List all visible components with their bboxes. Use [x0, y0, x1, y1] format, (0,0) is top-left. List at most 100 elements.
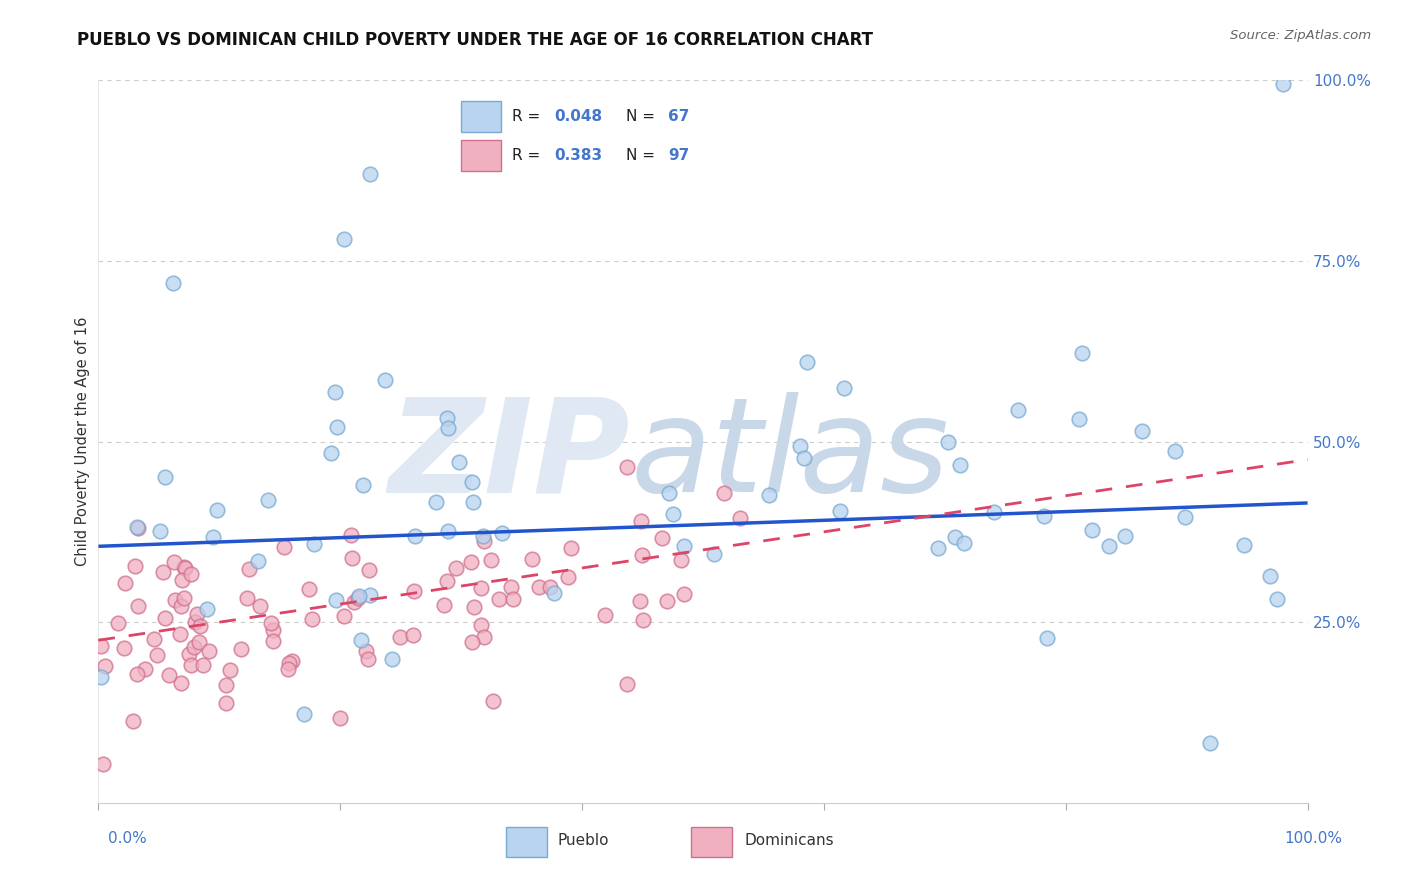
Point — [560, 541, 582, 555]
Point — [246, 554, 269, 568]
Point — [433, 598, 456, 612]
Point — [436, 410, 458, 425]
Point — [1080, 523, 1102, 537]
Point — [186, 607, 208, 622]
Point — [188, 619, 211, 633]
Point — [127, 521, 149, 535]
Point — [436, 574, 458, 588]
Point — [163, 555, 186, 569]
Point — [262, 623, 284, 637]
Point — [173, 559, 195, 574]
Point — [350, 632, 373, 647]
Point — [672, 586, 695, 600]
Point — [631, 549, 654, 563]
Point — [359, 563, 381, 577]
Point — [832, 381, 855, 395]
Point — [125, 520, 148, 534]
Point — [1232, 538, 1254, 552]
Point — [347, 591, 370, 606]
Point — [343, 595, 366, 609]
Point — [169, 627, 191, 641]
Text: Source: ZipAtlas.com: Source: ZipAtlas.com — [1230, 29, 1371, 42]
Point — [527, 580, 550, 594]
Point — [470, 617, 492, 632]
Point — [628, 594, 651, 608]
Point — [325, 384, 347, 399]
Point — [630, 515, 652, 529]
Point — [218, 663, 240, 677]
Point — [107, 615, 129, 630]
Point — [460, 475, 482, 489]
Point — [180, 658, 202, 673]
Point — [828, 504, 851, 518]
Point — [356, 644, 378, 658]
Point — [202, 530, 225, 544]
Text: PUEBLO VS DOMINICAN CHILD POVERTY UNDER THE AGE OF 16 CORRELATION CHART: PUEBLO VS DOMINICAN CHILD POVERTY UNDER … — [77, 31, 873, 49]
Text: atlas: atlas — [630, 392, 949, 519]
Point — [949, 458, 972, 472]
Point — [333, 608, 356, 623]
Point — [1067, 412, 1090, 426]
Point — [1007, 403, 1029, 417]
Point — [333, 232, 356, 246]
Point — [89, 639, 111, 653]
Point — [927, 541, 949, 556]
Point — [501, 580, 523, 594]
Point — [470, 582, 492, 596]
Point — [325, 419, 347, 434]
Point — [793, 450, 815, 465]
Point — [215, 678, 238, 692]
Point — [177, 647, 200, 661]
Point — [1036, 632, 1059, 646]
Point — [374, 373, 396, 387]
Point — [1174, 510, 1197, 524]
Point — [124, 559, 146, 574]
Point — [146, 648, 169, 662]
Point — [193, 658, 215, 673]
Point — [437, 420, 460, 434]
Text: 100.0%: 100.0% — [1285, 831, 1343, 846]
Point — [93, 659, 115, 673]
Point — [1198, 736, 1220, 750]
Point — [616, 459, 638, 474]
Point — [461, 495, 484, 509]
Point — [491, 526, 513, 541]
Point — [170, 675, 193, 690]
Point — [340, 528, 363, 542]
Point — [651, 531, 673, 545]
Point — [404, 528, 426, 542]
Point — [292, 706, 315, 721]
Point — [1098, 539, 1121, 553]
Point — [953, 536, 976, 550]
Point — [155, 611, 177, 625]
Point — [157, 668, 180, 682]
Point — [669, 553, 692, 567]
Point — [301, 612, 323, 626]
Point — [540, 580, 562, 594]
Point — [357, 652, 380, 666]
Point — [672, 539, 695, 553]
Point — [447, 455, 470, 469]
Point — [187, 634, 209, 648]
Point — [152, 566, 174, 580]
Point — [616, 677, 638, 691]
Point — [277, 662, 299, 676]
Point — [444, 561, 467, 575]
Point — [758, 488, 780, 502]
Point — [329, 711, 352, 725]
Text: 0.0%: 0.0% — [108, 831, 148, 846]
Point — [153, 470, 176, 484]
Point — [463, 600, 485, 615]
Point — [796, 355, 818, 369]
Point — [165, 593, 187, 607]
Point — [162, 276, 184, 290]
Point — [90, 670, 112, 684]
Point — [522, 552, 544, 566]
Point — [173, 591, 195, 606]
Point — [713, 486, 735, 500]
Point — [114, 576, 136, 591]
Point — [943, 530, 966, 544]
Point — [425, 494, 447, 508]
Point — [1265, 591, 1288, 606]
Point — [215, 696, 238, 710]
